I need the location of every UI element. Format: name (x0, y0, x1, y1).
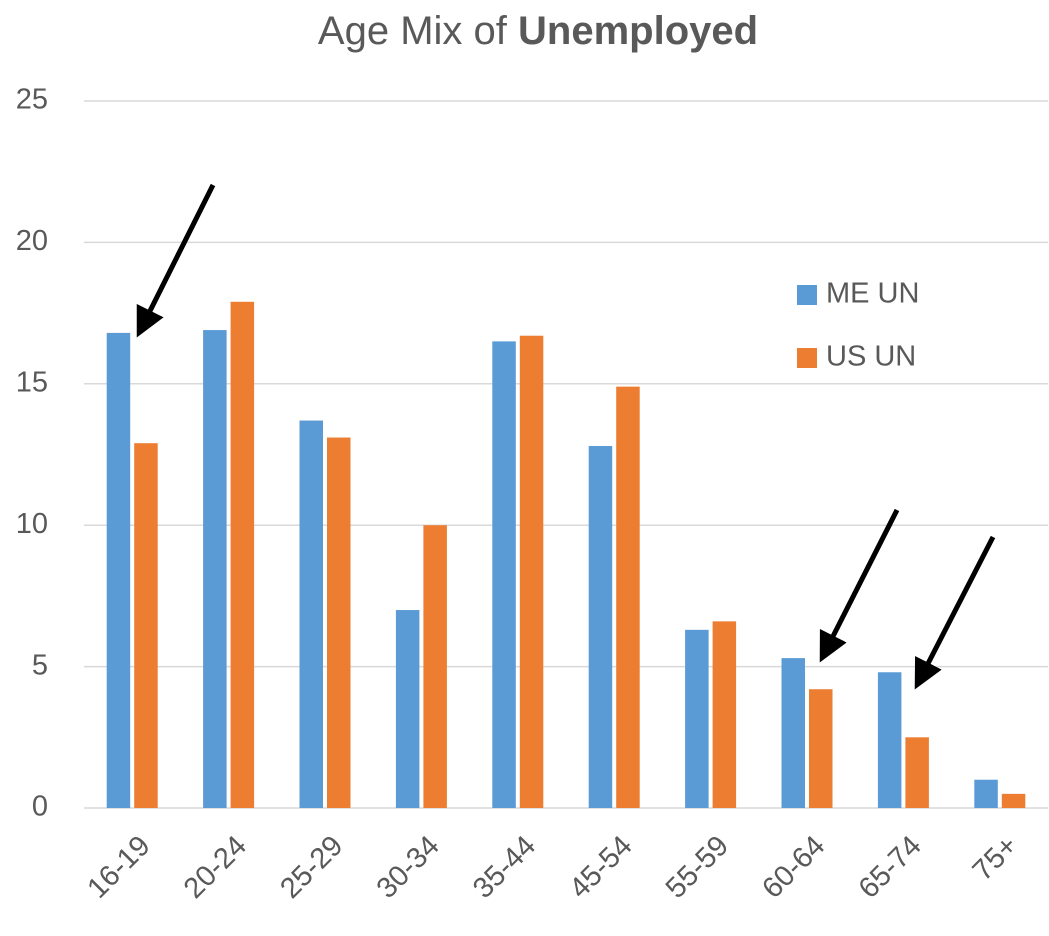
bar (423, 525, 447, 808)
y-tick-label: 20 (16, 225, 48, 257)
annotations (136, 183, 996, 690)
title-bold: Unemployed (518, 9, 758, 53)
bar (974, 779, 998, 808)
arrow (819, 508, 900, 663)
x-tick-label: 16-19 (81, 830, 156, 905)
x-tick-label: 30-34 (371, 830, 446, 905)
legend-label: US UN (826, 341, 916, 373)
bar (781, 658, 805, 808)
x-tick-label: 25-29 (274, 830, 349, 905)
y-tick-label: 15 (16, 366, 48, 398)
x-tick-label: 20-24 (178, 830, 253, 905)
arrow (136, 183, 216, 338)
arrow (914, 535, 996, 690)
y-tick-label: 0 (32, 791, 48, 823)
bar (1001, 793, 1026, 808)
bar (492, 341, 516, 808)
bar (519, 335, 544, 808)
bar (905, 737, 929, 808)
legend-label: ME UN (826, 278, 919, 310)
x-tick-label: 45-54 (563, 830, 638, 905)
bar (809, 689, 833, 808)
y-tick-label: 25 (16, 84, 48, 116)
y-tick-label: 10 (16, 508, 48, 540)
bar (395, 610, 420, 808)
bar (616, 386, 640, 808)
bar (203, 330, 227, 808)
bar (106, 332, 131, 808)
bar (685, 629, 709, 808)
y-tick-label: 5 (32, 649, 48, 681)
bar (134, 443, 158, 808)
x-tick-label: 65-74 (853, 830, 928, 905)
x-tick-label: 35-44 (467, 830, 542, 905)
legend-swatch (797, 285, 817, 305)
x-tick-label: 60-64 (756, 830, 831, 905)
legend-swatch (797, 348, 817, 368)
chart-title: Age Mix of Unemployed (318, 9, 758, 53)
bar (299, 420, 323, 808)
bar (588, 446, 613, 808)
x-tick-label: 75+ (967, 830, 1024, 887)
bar (230, 301, 255, 808)
x-tick-label: 55-59 (660, 830, 735, 905)
bar (327, 437, 351, 808)
title-text: Age Mix of (318, 9, 508, 53)
bar (877, 672, 902, 808)
bar (712, 621, 737, 808)
